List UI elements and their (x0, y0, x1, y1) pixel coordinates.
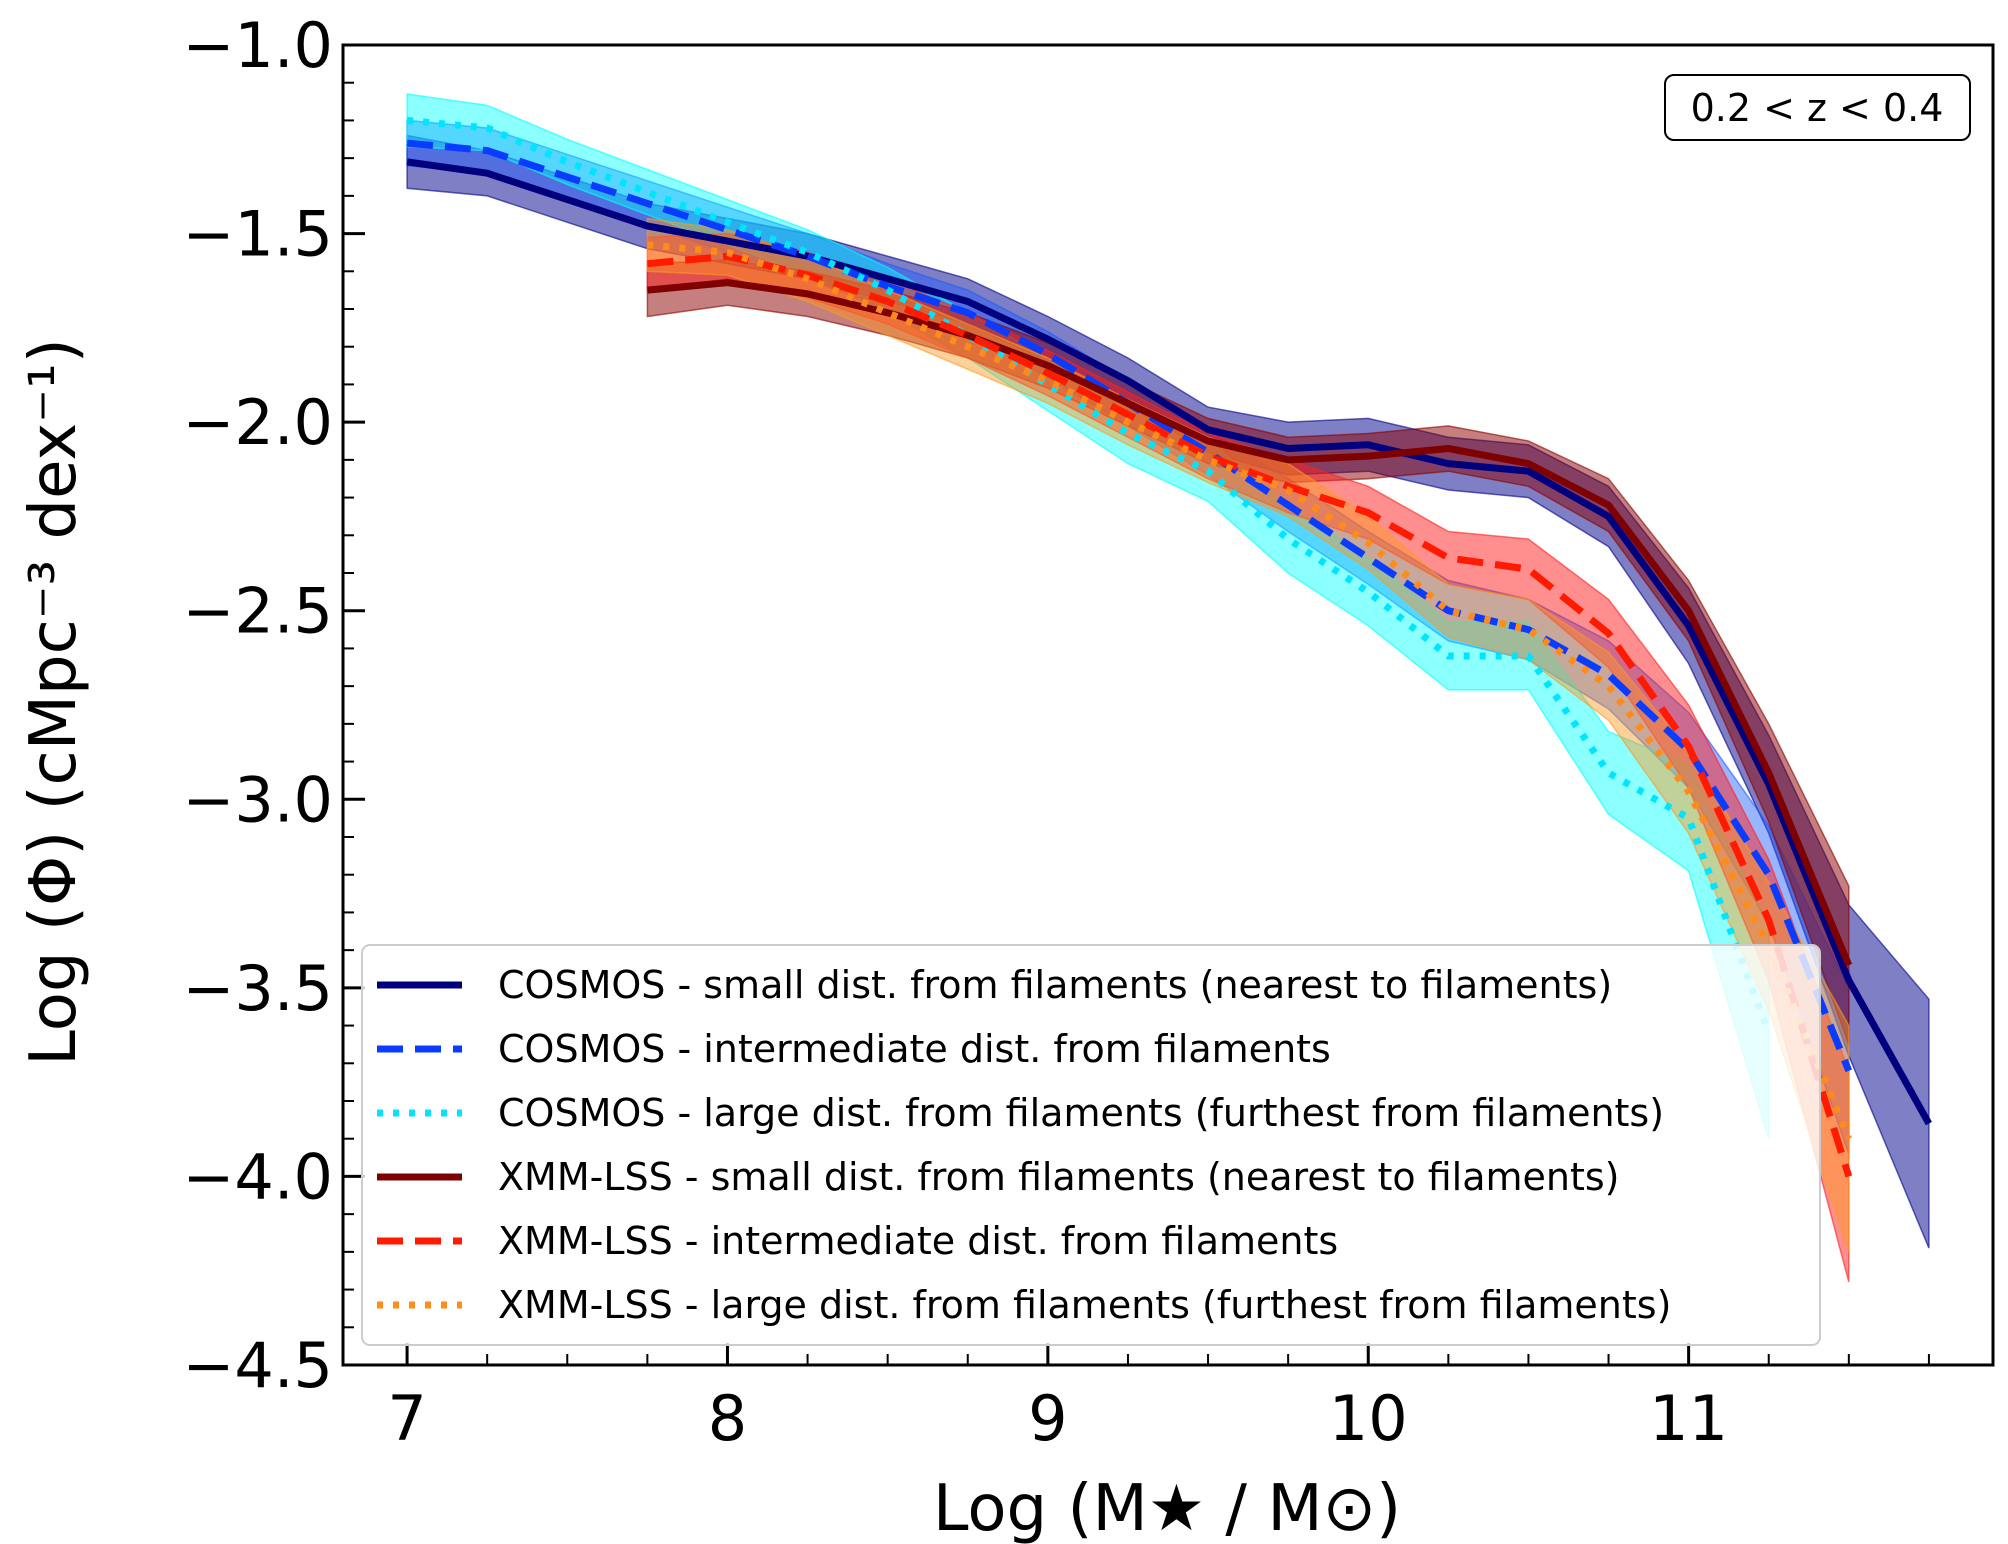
x-axis-title: Log (M★ / M⊙) (933, 1472, 1401, 1544)
series-line-6 (647, 241, 1853, 1141)
redshift-annotation: 0.2 < z < 0.4 (1664, 74, 1971, 141)
plot-frame (341, 43, 1995, 1367)
annotation-box (1664, 74, 1971, 141)
x-tick-label: 9 (1028, 1382, 1067, 1455)
legend-label-6: XMM-LSS - large dist. from filaments (fu… (498, 1283, 1671, 1327)
series-line-5 (647, 252, 1853, 1178)
series-line-1 (406, 158, 1932, 1126)
x-tick-label: 7 (387, 1382, 426, 1455)
legend-label-2: COSMOS - intermediate dist. from filamen… (498, 1027, 1331, 1071)
y-tick-label: −1.5 (182, 198, 333, 271)
x-tick-label: 11 (1649, 1382, 1728, 1455)
legend: COSMOS - small dist. from filaments (nea… (361, 944, 1821, 1346)
y-axis-title: Log (Φ) (cMpc⁻³ dex⁻¹) (17, 338, 91, 1065)
annotation-text: 0.2 < z < 0.4 (1691, 86, 1944, 130)
y-tick-label: −3.0 (182, 763, 333, 836)
axis-tick-labels: 7 8 9 10 11 −1.0 −1.5 −2.0 −2.5 −3.0 −3.5 −4.0 −4.5 (182, 9, 1728, 1455)
error-band-4 (646, 259, 1850, 1045)
legend-label-3: COSMOS - large dist. from filaments (fur… (498, 1091, 1664, 1135)
y-tick-label: −4.5 (182, 1329, 333, 1402)
error-band-5 (646, 232, 1850, 1283)
series-line-4 (647, 279, 1853, 967)
x-tick-label: 10 (1329, 1382, 1408, 1455)
legend-label-1: COSMOS - small dist. from filaments (nea… (498, 963, 1612, 1007)
y-tick-label: −4.0 (182, 1140, 333, 1213)
series-line-2 (406, 139, 1853, 1073)
y-tick-label: −2.0 (182, 386, 333, 459)
series-lines (406, 116, 1932, 1178)
x-tick-label: 8 (708, 1382, 747, 1455)
legend-frame (361, 944, 1821, 1346)
y-tick-label: −3.5 (182, 952, 333, 1025)
y-tick-label: −2.5 (182, 575, 333, 648)
y-tick-label: −1.0 (182, 9, 333, 82)
legend-label-4: XMM-LSS - small dist. from filaments (ne… (498, 1155, 1620, 1199)
legend-label-5: XMM-LSS - intermediate dist. from filame… (498, 1219, 1338, 1263)
